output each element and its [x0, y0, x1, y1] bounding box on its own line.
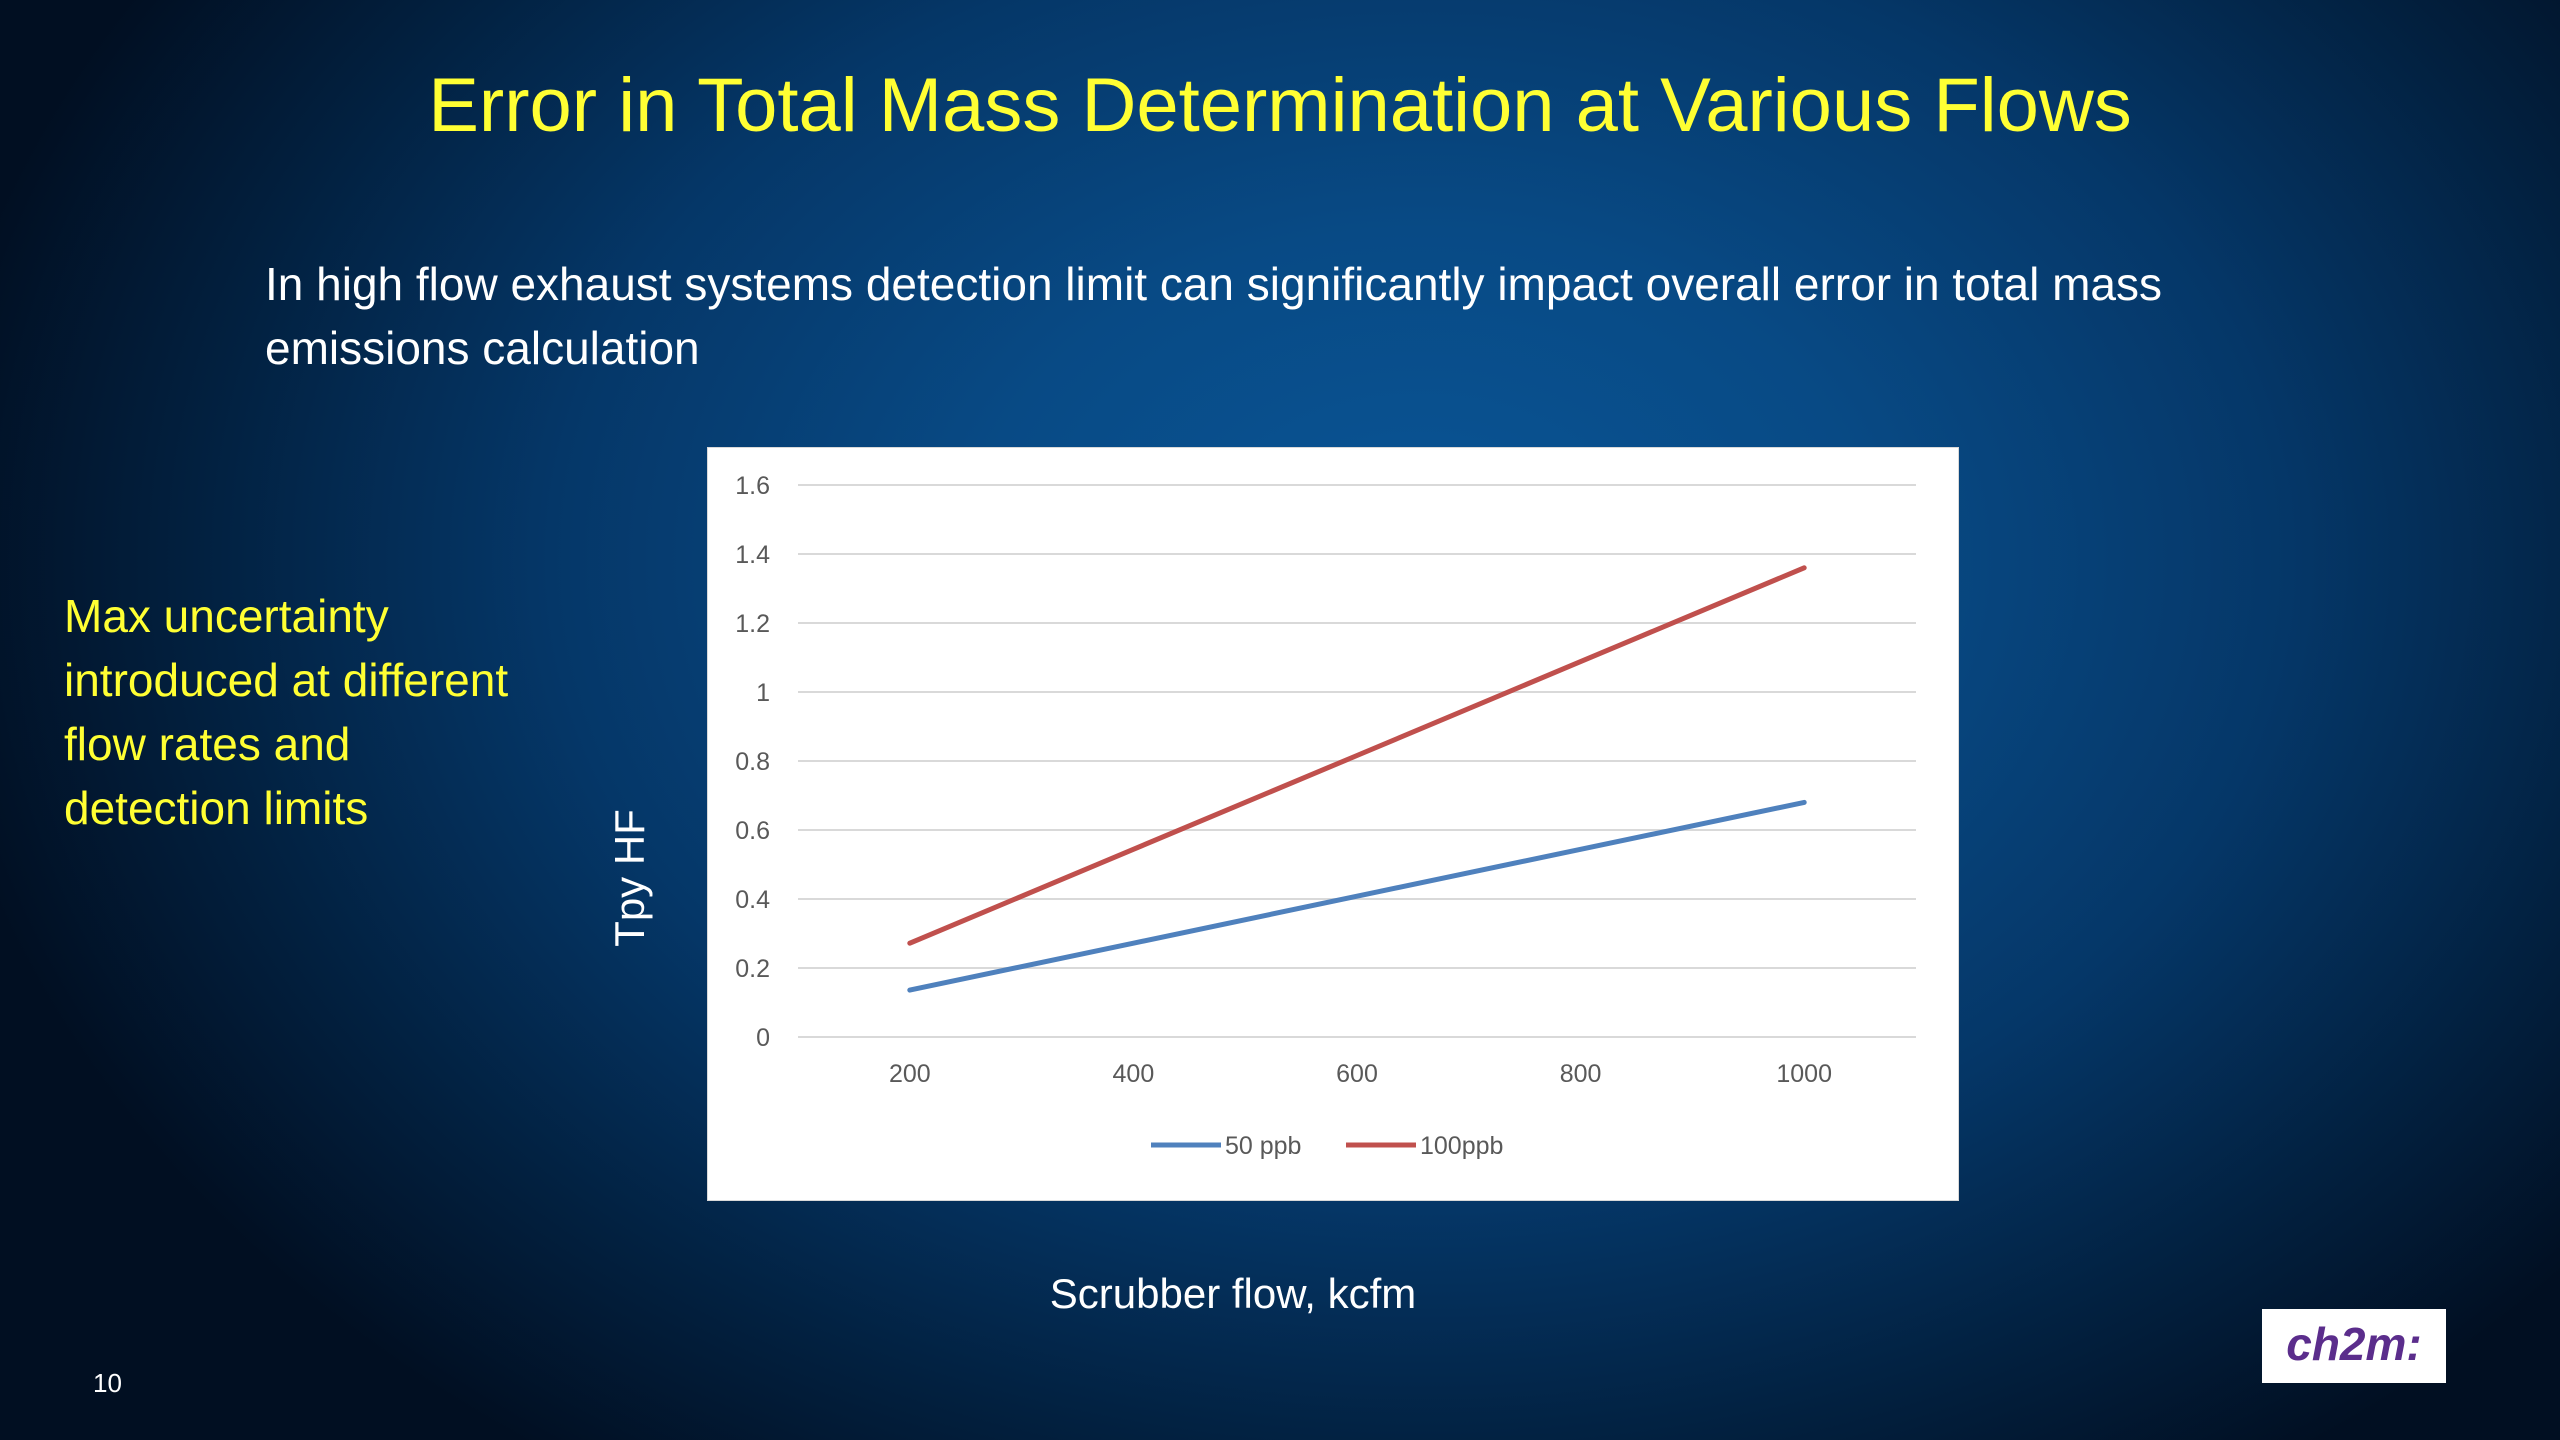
y-tick-label: 1.4	[735, 541, 770, 569]
x-tick-label: 1000	[1776, 1060, 1832, 1088]
ch2m-logo: ch2m:	[2262, 1309, 2446, 1383]
svg-text:ch2m:: ch2m:	[2286, 1318, 2421, 1370]
y-tick-label: 0.8	[735, 748, 770, 776]
page-number: 10	[93, 1368, 122, 1398]
legend-label: 50 ppb	[1225, 1132, 1301, 1160]
series-line-2	[907, 565, 1807, 946]
slide-subtitle: In high flow exhaust systems detection l…	[265, 258, 2163, 374]
chart-panel: 0 0.2 0.4 0.6 0.8 1 1.2 1.4 1.6 200 400 600 800 1000 5…	[707, 447, 1959, 1201]
slide-title: Error in Total Mass Determination at Var…	[428, 63, 2132, 148]
x-tick-label: 200	[889, 1060, 931, 1088]
series-line-1	[907, 799, 1807, 993]
y-tick-label: 1	[756, 679, 770, 707]
line-chart: 0 0.2 0.4 0.6 0.8 1 1.2 1.4 1.6 200 400 600 800 1000 5…	[735, 472, 1916, 1160]
x-axis-title: Scrubber flow, kcfm	[1049, 1270, 1417, 1317]
y-tick-label: 1.2	[735, 610, 770, 638]
ch2m-logo-mark: ch2m:	[2286, 1318, 2421, 1370]
x-tick-label: 400	[1113, 1060, 1155, 1088]
x-tick-label: 600	[1336, 1060, 1378, 1088]
side-note: Max uncertainty introduced at different …	[64, 590, 509, 834]
y-axis-title: Tpy HF	[606, 809, 653, 947]
y-tick-label: 0	[756, 1024, 770, 1052]
y-tick-label: 0.4	[735, 886, 770, 914]
y-tick-label: 0.6	[735, 817, 770, 845]
y-tick-label: 1.6	[735, 472, 770, 500]
x-tick-label: 800	[1560, 1060, 1602, 1088]
legend-label: 100ppb	[1420, 1132, 1503, 1160]
y-tick-label: 0.2	[735, 955, 770, 983]
